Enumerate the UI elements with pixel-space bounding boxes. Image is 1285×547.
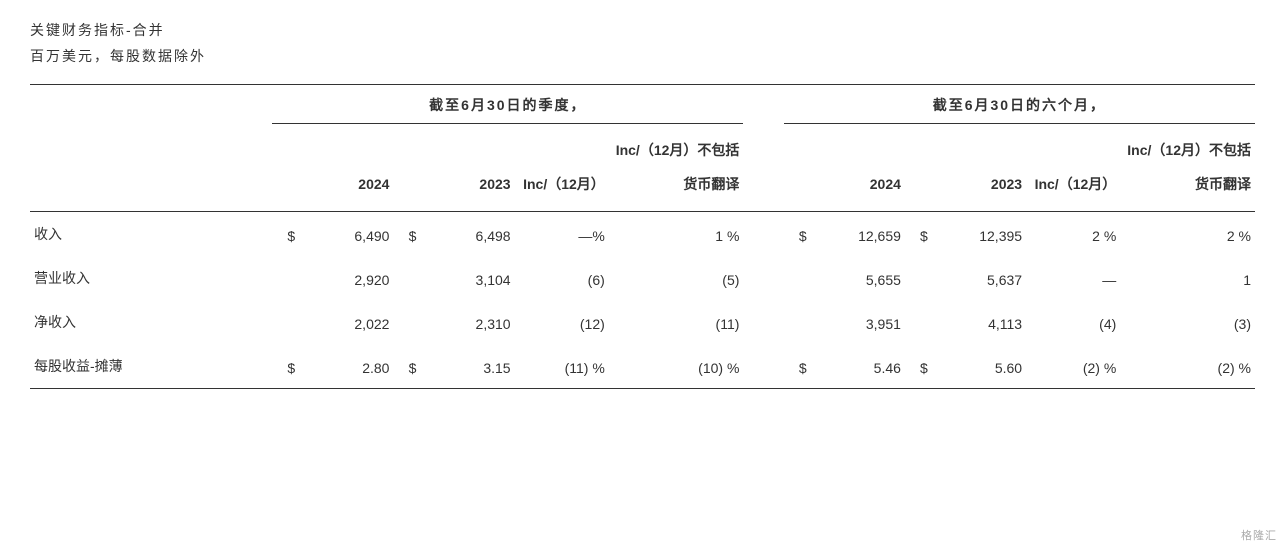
- currency-symbol: [393, 300, 420, 344]
- percent-cell: (12): [515, 300, 609, 344]
- currency-symbol: $: [784, 344, 811, 389]
- gap-cell: [743, 256, 783, 300]
- value-cell: 3,104: [420, 256, 514, 300]
- currency-symbol: $: [905, 344, 932, 389]
- percent-cell: (11) %: [515, 344, 609, 389]
- table-row: 收入$6,490$6,498—%1 %$12,659$12,3952 %2 %: [30, 212, 1255, 257]
- percent-cell: 1 %: [609, 212, 744, 257]
- percent-cell: —: [1026, 256, 1120, 300]
- col-h-inc: Inc/（12月）: [1026, 124, 1120, 212]
- value-cell: 5,655: [811, 256, 905, 300]
- row-label: 每股收益-摊薄: [30, 344, 272, 389]
- value-cell: 6,490: [299, 212, 393, 257]
- percent-cell: (4): [1026, 300, 1120, 344]
- percent-cell: 2 %: [1120, 212, 1255, 257]
- col-q-inc: Inc/（12月）: [515, 124, 609, 212]
- value-cell: 2,920: [299, 256, 393, 300]
- percent-cell: —%: [515, 212, 609, 257]
- value-cell: 3.15: [420, 344, 514, 389]
- currency-symbol: $: [784, 212, 811, 257]
- value-cell: 4,113: [932, 300, 1026, 344]
- table-row: 每股收益-摊薄$2.80$3.15(11) %(10) %$5.46$5.60(…: [30, 344, 1255, 389]
- value-cell: 12,395: [932, 212, 1026, 257]
- section-header-half: 截至6月30日的六个月，: [784, 85, 1255, 124]
- page-title: 关键财务指标-合并: [30, 20, 1255, 40]
- col-q-2023: 2023: [420, 124, 514, 212]
- currency-symbol: [272, 300, 299, 344]
- percent-cell: 1: [1120, 256, 1255, 300]
- value-cell: 2,022: [299, 300, 393, 344]
- percent-cell: (2) %: [1026, 344, 1120, 389]
- financial-table-wrap: 截至6月30日的季度， 截至6月30日的六个月， 2024 2023 Inc/（…: [30, 84, 1255, 389]
- currency-symbol: $: [393, 212, 420, 257]
- value-cell: 5.46: [811, 344, 905, 389]
- table-row: 净收入 2,022 2,310(12)(11) 3,951 4,113(4)(3): [30, 300, 1255, 344]
- value-cell: 12,659: [811, 212, 905, 257]
- watermark: 格隆汇: [1241, 527, 1277, 543]
- col-h-2023: 2023: [932, 124, 1026, 212]
- currency-symbol: $: [905, 212, 932, 257]
- currency-symbol: $: [393, 344, 420, 389]
- currency-symbol: [784, 300, 811, 344]
- currency-symbol: [784, 256, 811, 300]
- row-label: 净收入: [30, 300, 272, 344]
- value-cell: 6,498: [420, 212, 514, 257]
- currency-symbol: $: [272, 212, 299, 257]
- percent-cell: (10) %: [609, 344, 744, 389]
- percent-cell: (11): [609, 300, 744, 344]
- section-header-quarter: 截至6月30日的季度，: [272, 85, 743, 124]
- percent-cell: (3): [1120, 300, 1255, 344]
- col-q-2024: 2024: [299, 124, 393, 212]
- gap-cell: [743, 344, 783, 389]
- currency-symbol: [393, 256, 420, 300]
- currency-symbol: $: [272, 344, 299, 389]
- currency-symbol: [905, 256, 932, 300]
- col-h-inc-ex: Inc/（12月）不包括货币翻译: [1120, 124, 1255, 212]
- percent-cell: (5): [609, 256, 744, 300]
- gap-cell: [743, 212, 783, 257]
- table-row: 营业收入 2,920 3,104(6)(5) 5,655 5,637—1: [30, 256, 1255, 300]
- percent-cell: 2 %: [1026, 212, 1120, 257]
- currency-symbol: [272, 256, 299, 300]
- percent-cell: (6): [515, 256, 609, 300]
- value-cell: 3,951: [811, 300, 905, 344]
- value-cell: 5.60: [932, 344, 1026, 389]
- page-subtitle: 百万美元，每股数据除外: [30, 46, 1255, 66]
- col-h-2024: 2024: [811, 124, 905, 212]
- row-label: 收入: [30, 212, 272, 257]
- percent-cell: (2) %: [1120, 344, 1255, 389]
- currency-symbol: [905, 300, 932, 344]
- gap-cell: [743, 300, 783, 344]
- financial-table: 截至6月30日的季度， 截至6月30日的六个月， 2024 2023 Inc/（…: [30, 84, 1255, 389]
- value-cell: 2.80: [299, 344, 393, 389]
- value-cell: 5,637: [932, 256, 1026, 300]
- row-label: 营业收入: [30, 256, 272, 300]
- value-cell: 2,310: [420, 300, 514, 344]
- col-q-inc-ex: Inc/（12月）不包括货币翻译: [609, 124, 744, 212]
